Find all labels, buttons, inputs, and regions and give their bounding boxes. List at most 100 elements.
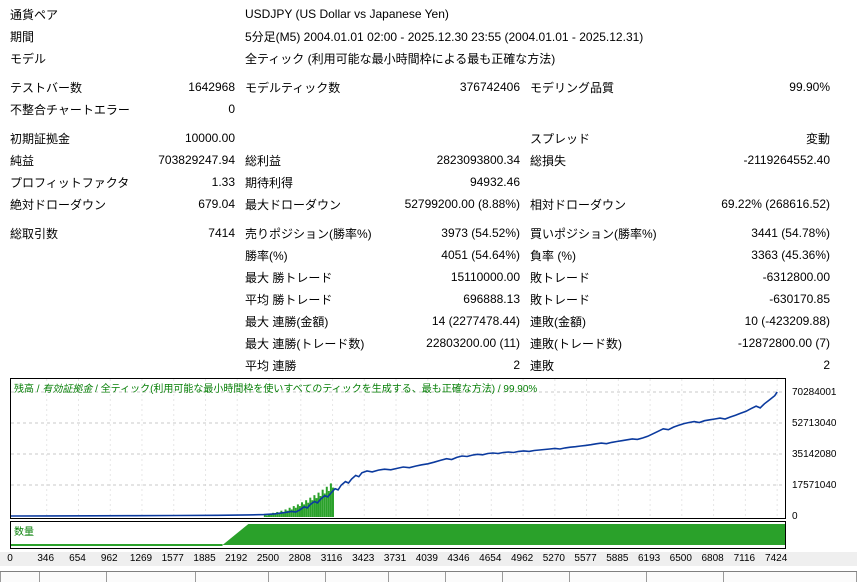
stat-value: 全ティック (利用可能な最小時間枠による最も正確な方法)	[245, 51, 556, 66]
stat-value: 3973 (54.52%)	[441, 226, 520, 240]
stat-label: 平均 勝トレード	[245, 292, 333, 307]
stat-value: 7414	[208, 226, 235, 240]
stat-value: -6312800.00	[762, 270, 830, 284]
x-tick-label: 3116	[320, 553, 343, 564]
stat-value: 10000.00	[184, 131, 235, 145]
table-cell	[107, 572, 196, 582]
x-tick-label: 4654	[479, 553, 502, 564]
stat-label: 買いポジション(勝率%)	[530, 226, 657, 241]
stat-value: 22803200.00 (11)	[426, 336, 520, 350]
legend-separator: /	[34, 384, 43, 395]
stats-row: モデル 全ティック (利用可能な最小時間枠による最も正確な方法)	[0, 47, 857, 69]
stat-label: テストバー数	[10, 80, 83, 95]
stats-row: 不整合チャートエラー 0	[0, 98, 857, 120]
stat-label: 最大ドローダウン	[245, 197, 342, 212]
legend-equity-label: 有効証拠金	[42, 384, 93, 395]
stat-label: 純益	[10, 153, 35, 168]
x-tick-label: 2192	[225, 553, 248, 564]
lot-spike	[309, 497, 312, 517]
stat-value: 94932.46	[469, 175, 520, 189]
lot-spike	[315, 498, 318, 517]
lot-spike	[270, 514, 273, 517]
x-tick-label: 2500	[256, 553, 280, 564]
table-cell	[0, 572, 40, 582]
chart-area: 残高 / 有効証拠金 / 全ティック(利用可能な最小時間枠を使いすべてのティック…	[0, 378, 857, 566]
lots-fill	[222, 524, 785, 545]
stat-label: 総取引数	[10, 226, 59, 241]
balance-curve-svg	[11, 379, 785, 518]
stat-value: 4051 (54.64%)	[441, 248, 520, 262]
lot-spike	[282, 511, 285, 517]
stat-label: 敗トレード	[530, 292, 591, 307]
y-tick-label: 17571040	[792, 480, 837, 491]
legend-method-label: 全ティック(利用可能な最小時間枠を使いすべてのティックを生成する、最も正確な方法…	[100, 384, 496, 395]
lot-spike	[323, 493, 326, 517]
stat-label: 初期証拠金	[10, 131, 71, 146]
stats-row: 純益 703829247.94 総利益 2823093800.34 総損失 -211926…	[0, 149, 857, 171]
stat-value: 679.04	[198, 197, 235, 211]
lot-spike	[268, 513, 270, 517]
stat-value: 変動	[805, 131, 830, 146]
stat-label: 最大 連勝(トレード数)	[245, 336, 365, 351]
stats-row: 平均 勝トレード 696888.13 敗トレード -630170.85	[0, 288, 857, 310]
stat-value: 3363 (45.36%)	[751, 248, 830, 262]
y-tick-label: 70284001	[792, 387, 837, 398]
stat-label: モデリング品質	[530, 80, 615, 95]
stat-label: 期待利得	[245, 175, 294, 190]
lots-bars-svg	[11, 524, 785, 546]
x-tick-label: 6500	[669, 553, 692, 564]
stat-value: 703829247.94	[158, 153, 235, 167]
lot-spike	[290, 509, 293, 517]
balance-chart: 残高 / 有効証拠金 / 全ティック(利用可能な最小時間枠を使いすべてのティック…	[10, 378, 786, 519]
stats-row: 最大 連勝(トレード数) 22803200.00 (11) 連敗(トレード数) -12…	[0, 332, 857, 354]
stat-value: -2119264552.40	[743, 153, 830, 167]
x-tick-label: 1577	[161, 553, 184, 564]
stats-row: 初期証拠金 10000.00 スプレッド 変動	[0, 127, 857, 149]
stat-value: USDJPY (US Dollar vs Japanese Yen)	[245, 7, 449, 21]
stat-value: 2	[513, 358, 520, 372]
lot-spike	[319, 496, 322, 517]
stat-value: 376742406	[459, 80, 520, 94]
chart-legend: 残高 / 有効証拠金 / 全ティック(利用可能な最小時間枠を使いすべてのティック…	[14, 380, 537, 395]
lot-spike	[305, 500, 308, 517]
lot-spike	[301, 502, 304, 517]
lot-spike	[274, 513, 277, 517]
lots-label: 数量	[14, 527, 34, 538]
stats-row: 最大 連勝(金額) 14 (2277478.44) 連敗(金額) 10 (-42320…	[0, 310, 857, 332]
table-cell	[269, 572, 326, 582]
stat-value: 10 (-423209.88)	[744, 314, 830, 328]
stats-row: 勝率(%) 4051 (54.64%) 負率 (%) 3363 (45.36%)	[0, 244, 857, 266]
lot-spike	[325, 486, 328, 517]
y-tick-label: 35142080	[792, 449, 837, 460]
stat-value: 1642968	[188, 80, 235, 94]
stat-value: 2823093800.34	[436, 153, 520, 167]
stat-value: 2	[823, 358, 830, 372]
legend-separator: /	[495, 384, 504, 395]
x-tick-label: 5577	[574, 553, 597, 564]
stat-label: 通貨ペア	[10, 7, 59, 22]
lot-spike	[298, 506, 301, 517]
stat-label: スプレッド	[530, 131, 591, 146]
x-tick-label: 4346	[447, 553, 470, 564]
stat-label: 相対ドローダウン	[530, 197, 627, 212]
table-cell	[570, 572, 647, 582]
x-tick-label: 5270	[542, 553, 565, 564]
x-tick-label: 6193	[637, 553, 661, 564]
stats-row: 最大 勝トレード 15110000.00 敗トレード -6312800.00	[0, 266, 857, 288]
stat-value: -12872800.00 (7)	[737, 336, 830, 350]
stat-label: モデルティック数	[245, 80, 341, 95]
stat-label: 敗トレード	[530, 270, 591, 285]
legend-separator: /	[92, 384, 101, 395]
row-spacer	[0, 69, 857, 76]
stat-value: 15110000.00	[450, 270, 520, 284]
stat-label: 連敗(トレード数)	[530, 336, 622, 351]
stat-value: 0	[228, 102, 235, 116]
x-tick-label: 962	[100, 553, 118, 564]
lots-baseline	[11, 544, 223, 546]
stat-label: 不整合チャートエラー	[10, 102, 130, 117]
stat-label: 勝率(%)	[245, 248, 288, 263]
table-cell	[446, 572, 503, 582]
stat-label: モデル	[10, 51, 47, 66]
table-cell	[40, 572, 107, 582]
